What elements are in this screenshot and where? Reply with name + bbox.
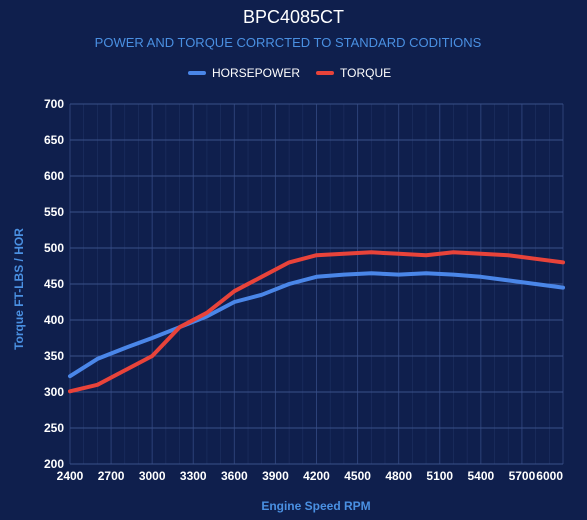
x-axis-ticks: 2400 2700 3000 3300 3600 3900 4200 4500 4800 5100… [57,469,564,483]
x-tick-label: 4200 [303,469,330,483]
y-tick-label: 250 [44,421,64,435]
x-axis-label: Engine Speed RPM [261,499,370,513]
x-tick-label: 6000 [536,469,563,483]
x-tick-label: 3900 [262,469,289,483]
x-tick-label: 5400 [467,469,494,483]
x-tick-label: 4500 [344,469,371,483]
y-tick-label: 650 [44,133,64,147]
y-axis-ticks: 200 250 300 350 400 450 500 550 600 650 700 [44,97,64,471]
chart-subtitle: POWER AND TORQUE CORRCTED TO STANDARD CO… [95,35,482,50]
x-tick-label: 2400 [57,469,84,483]
y-tick-label: 550 [44,205,64,219]
legend-label: HORSEPOWER [212,66,300,80]
x-tick-label: 2700 [98,469,125,483]
x-tick-label: 3600 [221,469,248,483]
y-tick-label: 500 [44,241,64,255]
chart-title: BPC4085CT [243,7,344,27]
legend: HORSEPOWER TORQUE [188,66,391,80]
x-tick-label: 4800 [385,469,412,483]
series-line-torque [68,250,565,394]
y-axis-label: Torque FT-LBS / HOR [12,228,26,350]
series-line-horsepower [68,271,565,379]
plot-lines [68,250,565,394]
grid [69,103,564,465]
y-tick-label: 300 [44,385,64,399]
y-tick-label: 450 [44,277,64,291]
x-tick-label: 3300 [180,469,207,483]
x-tick-label: 3000 [139,469,166,483]
x-tick-label: 5700 [509,469,536,483]
legend-label: TORQUE [340,66,391,80]
y-tick-label: 200 [44,457,64,471]
y-tick-label: 400 [44,313,64,327]
y-tick-label: 700 [44,97,64,111]
y-tick-label: 350 [44,349,64,363]
x-tick-label: 5100 [426,469,453,483]
y-tick-label: 600 [44,169,64,183]
